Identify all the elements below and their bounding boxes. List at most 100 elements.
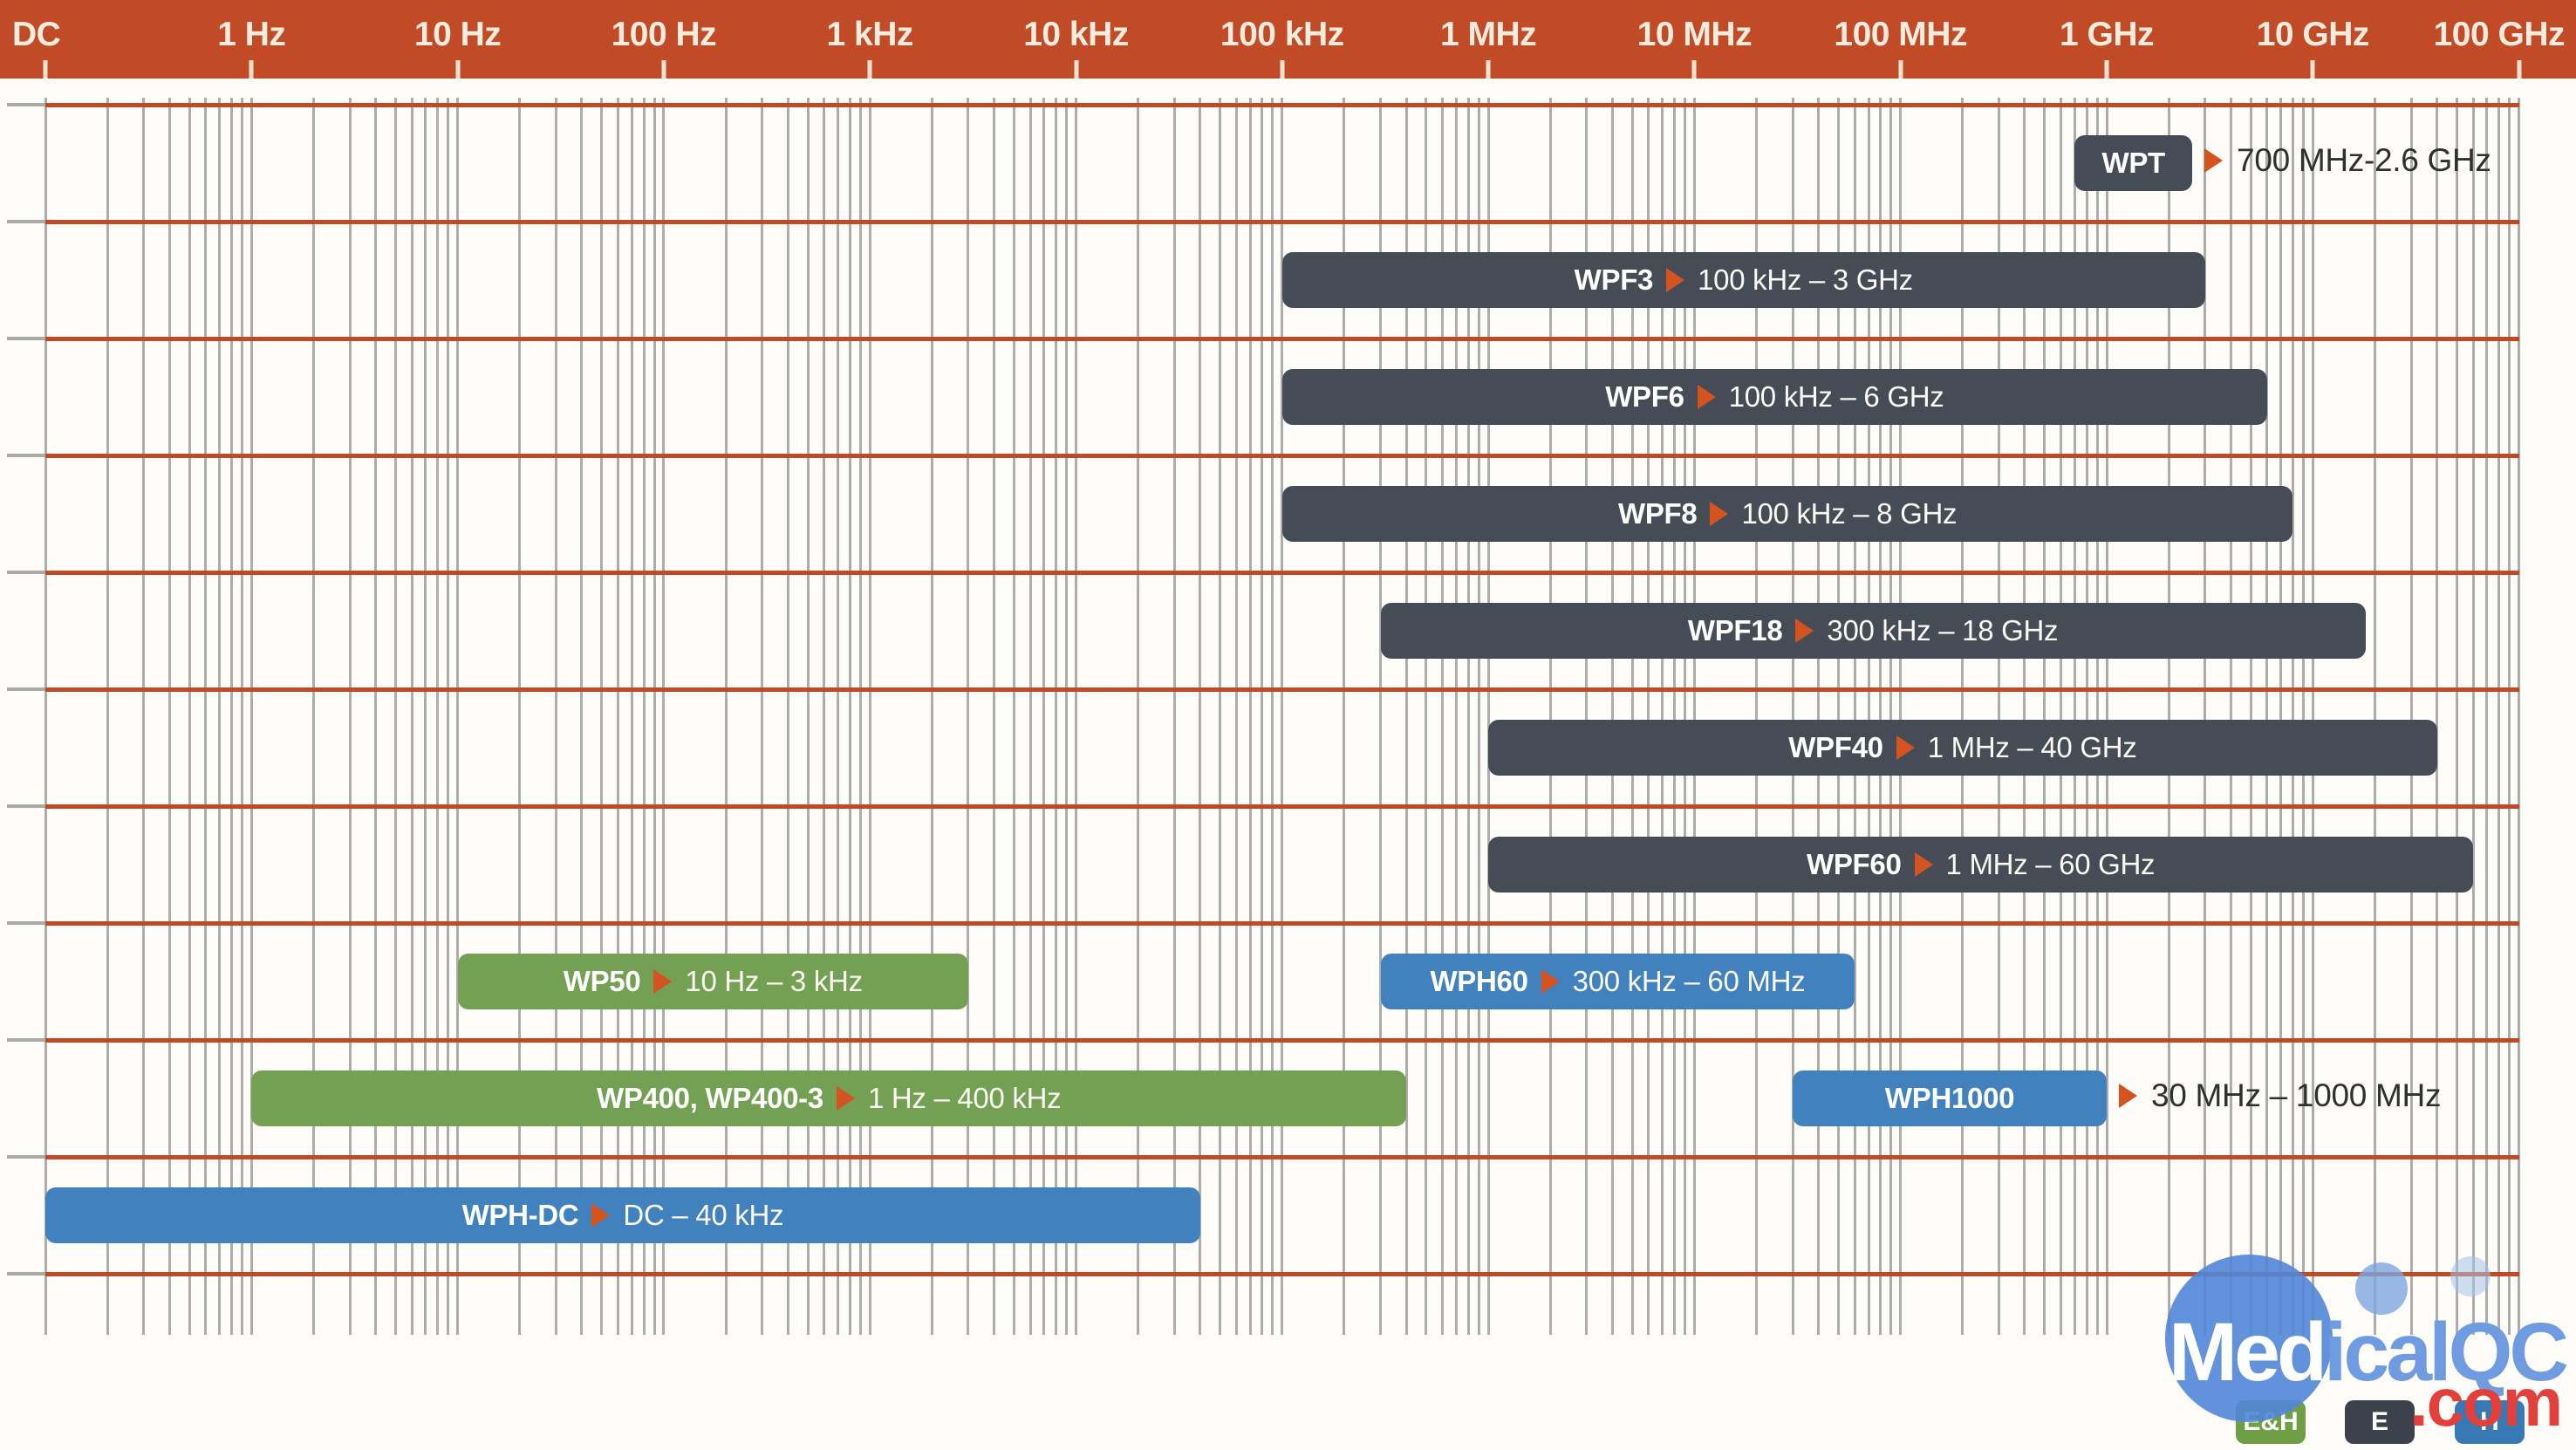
probe-model-label: WPH-DC	[461, 1199, 579, 1231]
log-gridline	[2471, 98, 2475, 1335]
play-triangle-icon	[591, 1203, 611, 1228]
frequency-range-label: 1 MHz – 40 GHz	[1927, 731, 2137, 763]
logo-text: MedicalQC	[2169, 1305, 2569, 1400]
logo-circle-large	[2165, 1255, 2333, 1422]
axis-tick	[1486, 60, 1491, 79]
log-gridline	[786, 98, 789, 1335]
log-gridline	[1055, 98, 1058, 1335]
log-gridline	[447, 98, 450, 1335]
axis-tick	[2104, 60, 2109, 79]
log-gridline	[2497, 98, 2501, 1335]
frequency-range-label: 1 Hz – 400 kHz	[867, 1082, 1062, 1114]
logo-text-rest: icalQC	[2324, 1306, 2569, 1399]
log-gridline	[554, 98, 557, 1335]
axis-label-100-mhz: 100 MHz	[1834, 16, 1967, 53]
row-separator-line	[45, 336, 2519, 341]
axis-tick	[1691, 60, 1697, 79]
log-gridline	[1379, 98, 1383, 1335]
log-gridline	[1012, 98, 1015, 1335]
log-gridline	[2485, 98, 2489, 1335]
probe-model-label: WPF60	[1807, 848, 1902, 880]
log-gridline	[1028, 98, 1032, 1335]
log-gridline	[1441, 98, 1445, 1335]
axis-tick	[1898, 60, 1903, 79]
row-line-stub	[7, 1038, 45, 1042]
log-gridline	[1692, 98, 1696, 1335]
play-triangle-icon	[2204, 148, 2224, 173]
log-gridline	[1477, 98, 1480, 1335]
row-separator-line	[45, 804, 2519, 809]
axis-tick	[2517, 60, 2522, 79]
outside-range-group-wph1000: 30 MHz – 1000 MHz	[2108, 1077, 2441, 1114]
probe-model-label: WPF3	[1574, 263, 1654, 296]
log-gridline	[2518, 98, 2521, 1335]
range-bar-wpt: WPT	[2074, 135, 2193, 191]
log-gridline	[1997, 98, 2000, 1335]
log-gridline	[2436, 98, 2439, 1335]
log-gridline	[837, 98, 840, 1335]
probe-model-label: WPT	[2101, 147, 2166, 179]
log-gridline	[1219, 98, 1222, 1335]
logo-text-on-circle: Med	[2169, 1306, 2327, 1399]
row-line-stub	[7, 454, 45, 457]
log-gridline	[2301, 98, 2305, 1335]
row-separator-line	[45, 1271, 2519, 1276]
row-separator-line	[45, 570, 2519, 575]
log-gridline	[1248, 98, 1252, 1335]
row-line-stub	[7, 921, 45, 925]
axis-label-1-khz: 1 kHz	[826, 16, 913, 53]
row-line-stub	[7, 571, 45, 574]
row-separator-line	[45, 687, 2519, 692]
axis-label-100-hz: 100 Hz	[611, 16, 717, 53]
range-bar-wp50: WP50 10 Hz – 3 kHz	[457, 954, 968, 1009]
log-gridline	[1661, 98, 1664, 1335]
play-triangle-icon	[1896, 735, 1915, 760]
log-gridline	[1879, 98, 1882, 1335]
range-bar-wph-dc: WPH-DC DC – 40 kHz	[45, 1187, 1200, 1243]
log-gridline	[204, 98, 208, 1335]
probe-model-label: WPF18	[1687, 614, 1783, 646]
axis-tick	[2310, 60, 2315, 79]
log-gridline	[1889, 98, 1893, 1335]
log-gridline	[1261, 98, 1264, 1335]
log-gridline	[167, 98, 171, 1335]
probe-model-label: WPF8	[1617, 497, 1698, 530]
probe-model-label: WPH60	[1430, 965, 1528, 997]
log-gridline	[2060, 98, 2063, 1335]
log-gridline	[2043, 98, 2046, 1335]
play-triangle-icon	[1697, 385, 1716, 409]
log-gridline	[1137, 98, 1140, 1335]
log-gridline	[1585, 98, 1589, 1335]
row-line-stub	[7, 220, 45, 223]
row-separator-line	[45, 219, 2519, 224]
log-gridline	[518, 98, 522, 1335]
probe-model-label: WP400, WP400-3	[597, 1082, 823, 1114]
log-gridline	[1234, 98, 1238, 1335]
row-line-stub	[7, 103, 45, 106]
log-gridline	[1867, 98, 1870, 1335]
log-gridline	[2455, 98, 2458, 1335]
row-line-stub	[7, 1155, 45, 1159]
axis-label-10-mhz: 10 MHz	[1636, 16, 1753, 53]
log-gridline	[2023, 98, 2026, 1335]
log-gridline	[249, 98, 253, 1335]
range-bar-wpf8: WPF8 100 kHz – 8 GHz	[1281, 486, 2293, 542]
log-gridline	[2508, 98, 2511, 1335]
log-gridline	[1673, 98, 1676, 1335]
log-gridline	[2229, 98, 2232, 1335]
log-gridline	[858, 98, 862, 1335]
log-gridline	[2249, 98, 2252, 1335]
log-gridline	[967, 98, 970, 1335]
range-bar-wph60: WPH60 300 kHz – 60 MHz	[1380, 954, 1855, 1009]
log-gridline	[616, 98, 619, 1335]
logo-circle-medium	[2355, 1262, 2408, 1315]
range-bar-wpf60: WPF60 1 MHz – 60 GHz	[1488, 837, 2474, 893]
log-gridline	[1610, 98, 1614, 1335]
axis-label-1-ghz: 1 GHz	[2059, 16, 2155, 53]
log-gridline	[1466, 98, 1470, 1335]
axis-label-100-khz: 100 kHz	[1220, 16, 1344, 53]
outside-range-group-wpt: 700 MHz-2.6 GHz	[2194, 142, 2491, 179]
play-triangle-icon	[1666, 268, 1685, 292]
axis-label-100-ghz: 100 GHz	[2433, 16, 2566, 53]
